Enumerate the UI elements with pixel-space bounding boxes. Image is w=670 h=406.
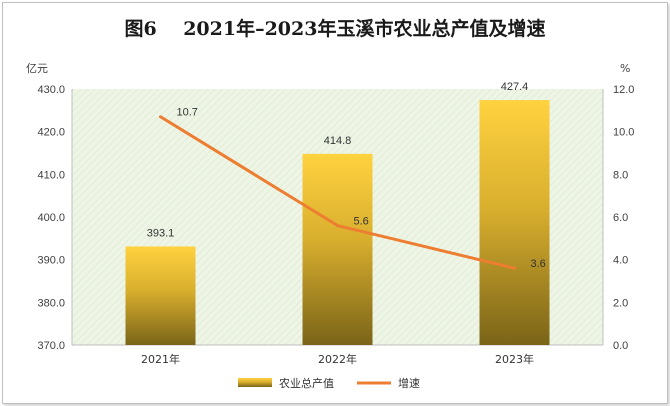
right-tick-label: 0.0 [613, 340, 628, 352]
x-tick-label: 2023年 [495, 352, 534, 366]
left-tick-label: 410.0 [37, 169, 65, 181]
bar [302, 153, 373, 345]
right-axis-unit: % [620, 62, 630, 75]
right-tick-label: 6.0 [613, 212, 628, 224]
line-data-label: 3.6 [531, 258, 546, 270]
chart-title: 图6 2021年–2023年玉溪市农业总产值及增速 [124, 18, 546, 40]
line-data-label: 10.7 [177, 107, 198, 119]
bar [479, 100, 550, 346]
right-tick-label: 12.0 [613, 84, 634, 96]
line-point [159, 115, 162, 119]
left-tick-label: 430.0 [37, 84, 65, 96]
bar-data-label: 427.4 [501, 81, 529, 93]
x-tick-label: 2021年 [141, 352, 180, 366]
right-tick-label: 8.0 [613, 169, 628, 181]
left-tick-label: 390.0 [37, 255, 65, 267]
left-tick-label: 370.0 [37, 340, 65, 352]
left-tick-label: 380.0 [37, 297, 65, 309]
line-data-label: 5.6 [354, 216, 369, 228]
right-tick-label: 4.0 [613, 255, 628, 267]
legend-label-bar: 农业总产值 [279, 376, 334, 390]
right-tick-label: 10.0 [613, 127, 634, 139]
legend-swatch-bar [238, 378, 272, 387]
x-tick-label: 2022年 [318, 352, 357, 366]
bar-data-label: 393.1 [147, 227, 175, 239]
right-tick-label: 2.0 [613, 297, 628, 309]
bar-data-label: 414.8 [324, 135, 352, 147]
bar [125, 246, 196, 345]
line-point [336, 224, 339, 228]
left-tick-label: 420.0 [37, 127, 65, 139]
left-axis-unit: 亿元 [26, 62, 48, 75]
line-point [513, 266, 516, 270]
left-tick-label: 400.0 [37, 212, 65, 224]
legend-label-line: 增速 [398, 376, 420, 390]
